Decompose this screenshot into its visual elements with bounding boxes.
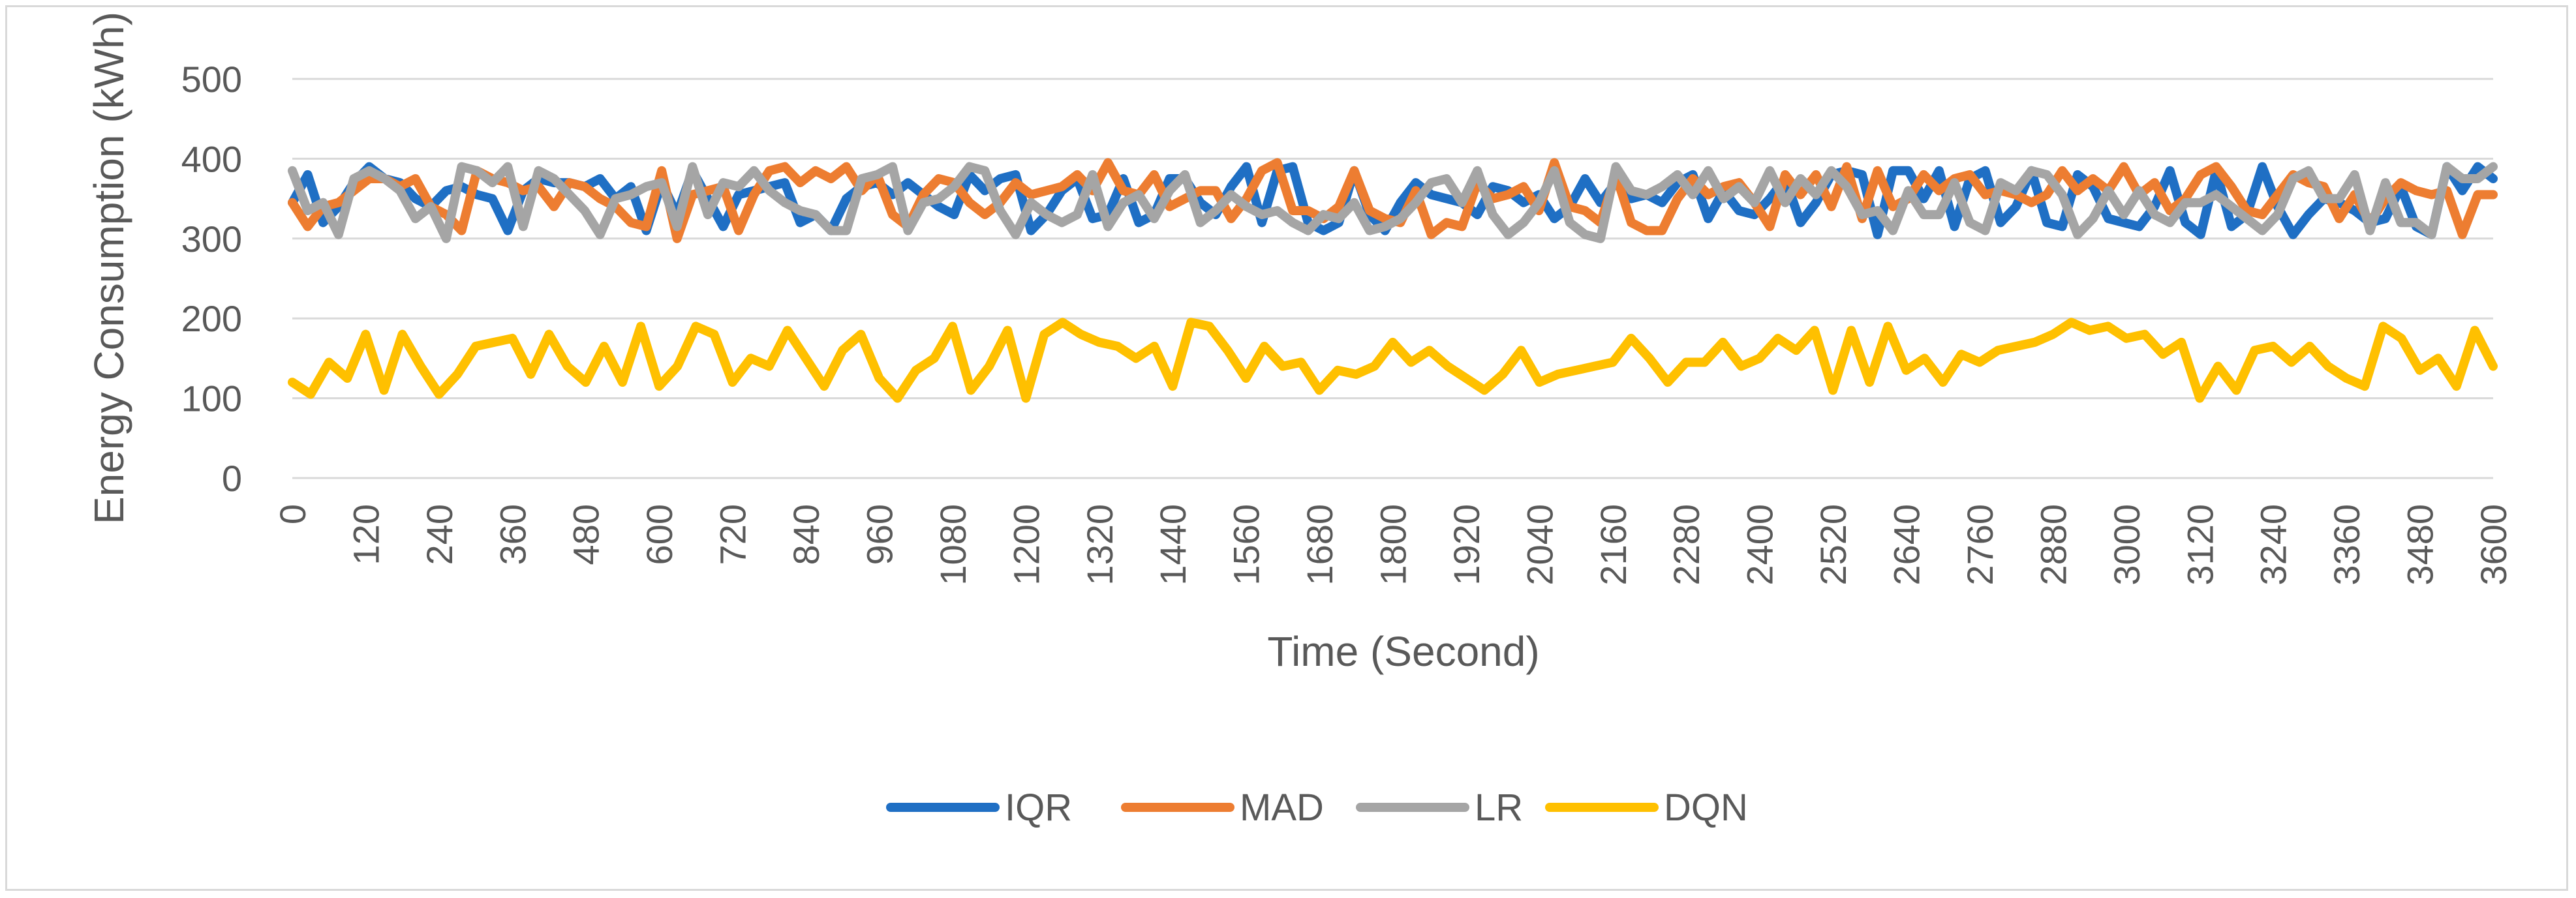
y-tick-label: 300 — [181, 218, 242, 260]
x-tick-label: 840 — [786, 504, 827, 565]
series-lines — [288, 158, 2498, 403]
x-tick-label: 1800 — [1373, 504, 1414, 586]
x-tick-label: 3600 — [2473, 504, 2514, 586]
x-axis-ticks: 0 120 240 360 480 600 720 840 960 1080 1200 1320 144… — [272, 504, 2514, 586]
x-tick-label: 360 — [492, 504, 533, 565]
y-tick-label: 100 — [181, 378, 242, 419]
x-tick-label: 2280 — [1666, 504, 1707, 586]
x-tick-label: 1560 — [1226, 504, 1267, 586]
x-tick-label: 2520 — [1813, 504, 1854, 586]
legend-label-mad: MAD — [1240, 786, 1324, 829]
series-line-lr — [288, 162, 2498, 243]
x-tick-label: 3120 — [2179, 504, 2220, 586]
x-tick-label: 720 — [713, 504, 754, 565]
y-tick-label: 200 — [181, 298, 242, 339]
x-tick-label: 120 — [345, 504, 386, 565]
legend: IQR MAD LR DQN — [886, 786, 1748, 829]
x-tick-label: 2400 — [1740, 504, 1781, 586]
x-tick-label: 600 — [639, 504, 680, 565]
legend-label-iqr: IQR — [1005, 786, 1072, 829]
x-tick-label: 1440 — [1152, 504, 1193, 586]
legend-label-dqn: DQN — [1664, 786, 1748, 829]
x-tick-label: 2040 — [1519, 504, 1560, 586]
x-tick-label: 2160 — [1593, 504, 1634, 586]
x-tick-label: 1200 — [1005, 504, 1047, 586]
y-tick-label: 400 — [181, 138, 242, 179]
x-tick-label: 240 — [419, 504, 460, 565]
x-tick-label: 1680 — [1299, 504, 1340, 586]
x-tick-label: 480 — [566, 504, 607, 565]
x-tick-label: 3360 — [2326, 504, 2367, 586]
gridlines — [292, 78, 2493, 479]
x-tick-label: 3480 — [2400, 504, 2441, 586]
legend-label-lr: LR — [1475, 786, 1523, 829]
y-axis-ticks: 0 100 200 300 400 500 — [181, 59, 242, 499]
x-tick-label: 3240 — [2253, 504, 2294, 586]
x-tick-label: 0 — [272, 504, 313, 524]
x-tick-label: 1920 — [1446, 504, 1487, 586]
line-chart: 0 100 200 300 400 500 0 120 240 360 480 600 720 840 9… — [85, 12, 2514, 829]
x-tick-label: 2760 — [1959, 504, 2001, 586]
y-tick-label: 500 — [181, 59, 242, 100]
x-axis-title: Time (Second) — [1267, 628, 1539, 675]
y-axis-title: Energy Consumption (kWh) — [85, 12, 132, 524]
x-tick-label: 960 — [859, 504, 900, 565]
series-line-dqn — [288, 318, 2498, 403]
x-tick-label: 3000 — [2106, 504, 2147, 586]
chart-frame: 0 100 200 300 400 500 0 120 240 360 480 600 720 840 9… — [5, 5, 2568, 891]
x-tick-label: 1080 — [932, 504, 974, 586]
x-tick-label: 2880 — [2032, 504, 2074, 586]
x-tick-label: 1320 — [1079, 504, 1120, 586]
x-tick-label: 2640 — [1886, 504, 1927, 586]
y-tick-label: 0 — [222, 458, 242, 499]
